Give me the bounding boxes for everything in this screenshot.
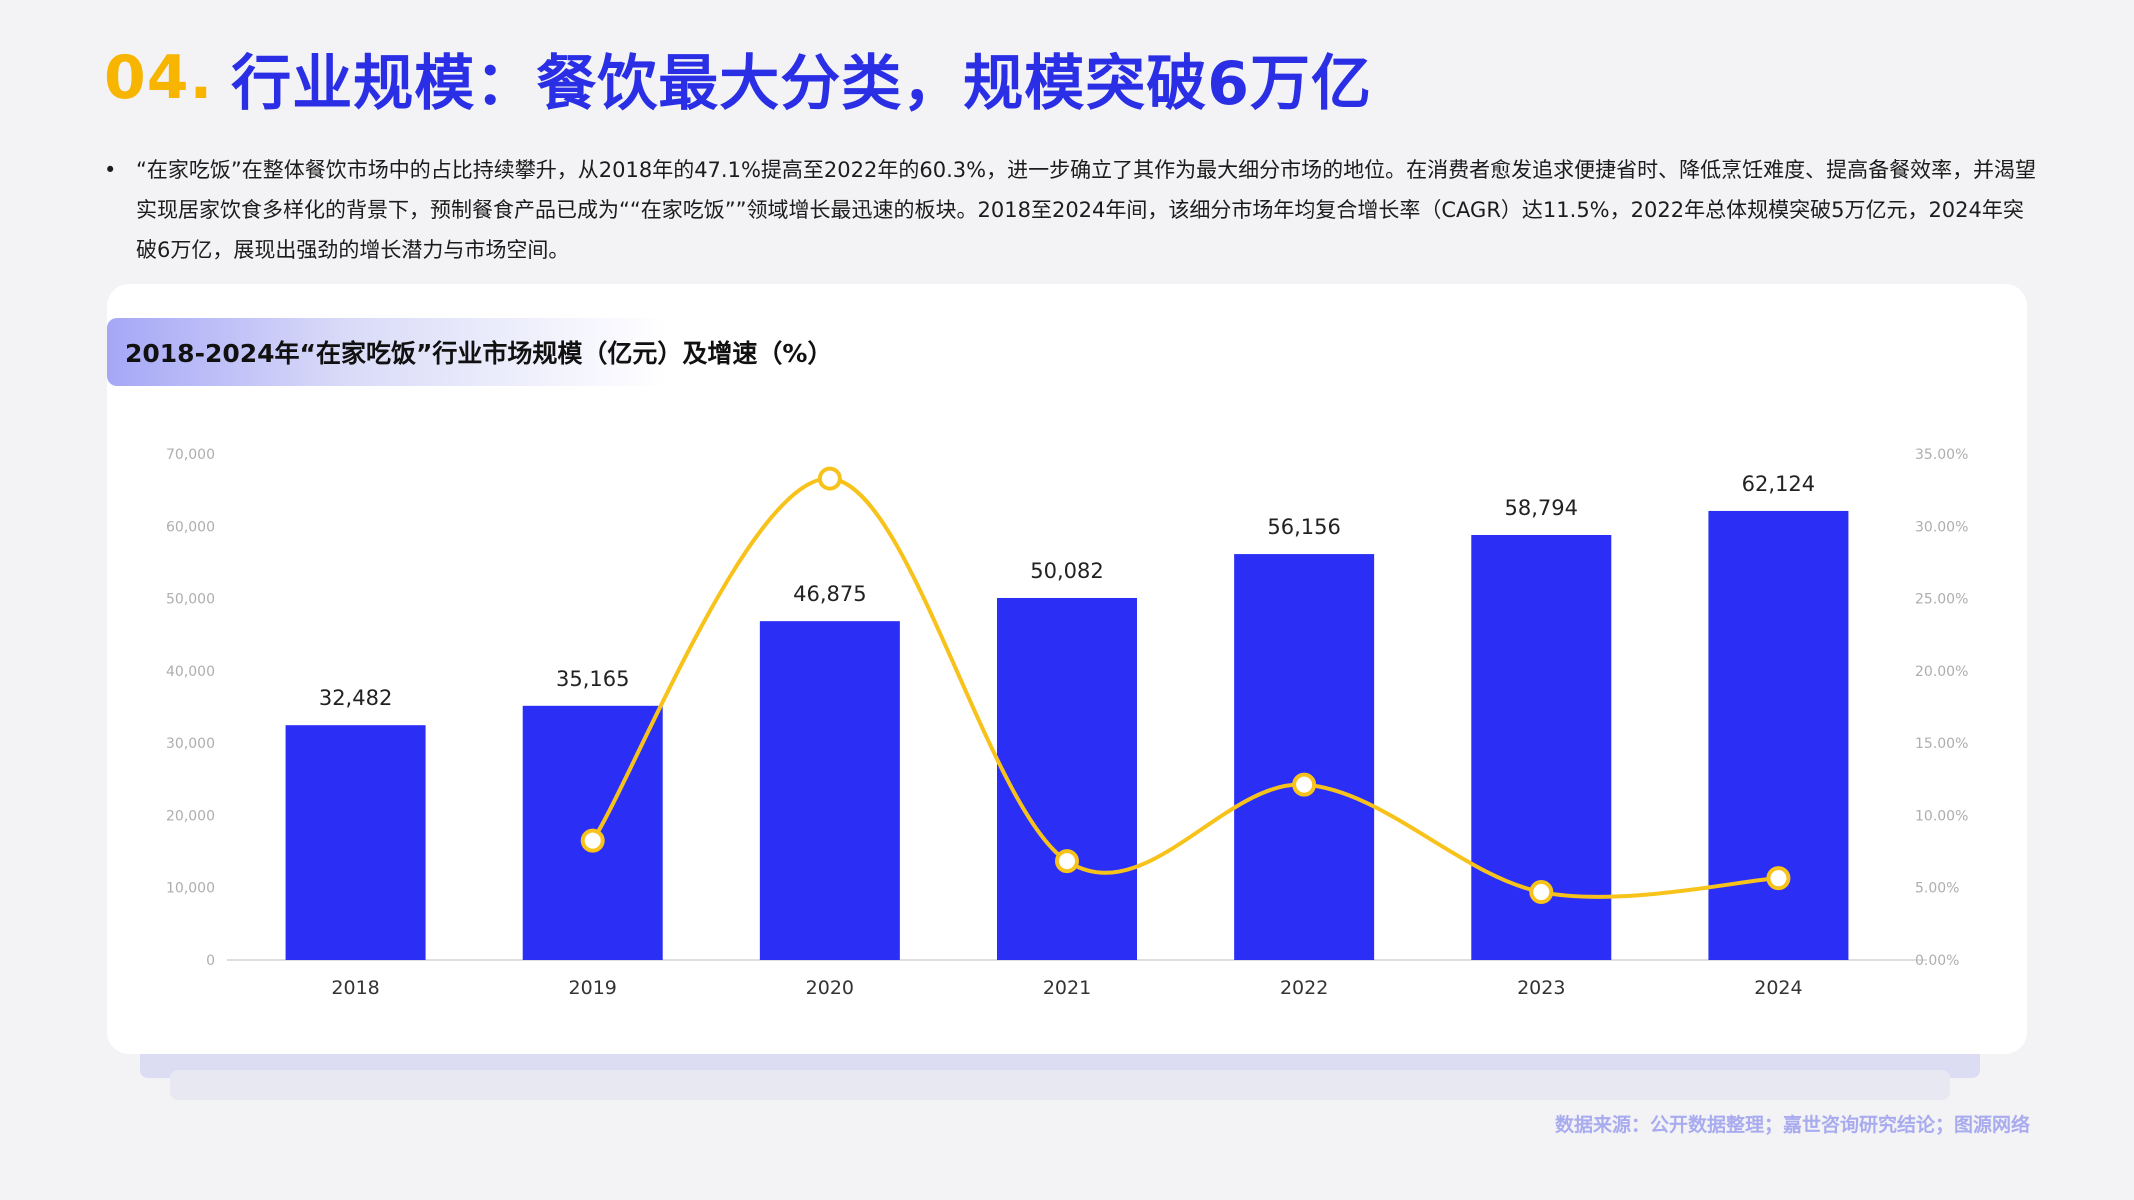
y-right-tick-label: 25.00%	[1915, 592, 1968, 608]
y-left-tick-label: 60,000	[166, 519, 215, 535]
summary-paragraph: • “在家吃饭”在整体餐饮市场中的占比持续攀升，从2018年的47.1%提高至2…	[104, 150, 2044, 270]
y-left-tick-label: 70,000	[166, 447, 215, 463]
bar-value-label: 35,165	[556, 667, 629, 691]
y-right-tick-label: 20.00%	[1915, 664, 1968, 680]
y-right-tick-label: 15.00%	[1915, 736, 1968, 752]
y-right-tick-label: 30.00%	[1915, 519, 1968, 535]
x-tick-label: 2024	[1754, 977, 1802, 999]
y-left-tick-label: 40,000	[166, 664, 215, 680]
y-left-tick-label: 20,000	[166, 808, 215, 824]
x-tick-label: 2022	[1280, 977, 1328, 999]
section-number: 04.	[104, 43, 214, 113]
bar-2018	[285, 725, 426, 960]
y-right-tick-label: 10.00%	[1915, 808, 1968, 824]
x-tick-label: 2023	[1517, 977, 1565, 999]
bar-2021	[997, 597, 1137, 960]
y-left-tick-label: 50,000	[166, 592, 215, 608]
source-note: 数据来源：公开数据整理；嘉世咨询研究结论；图源网络	[1554, 1114, 2030, 1136]
chart-card: 2018-2024年“在家吃饭”行业市场规模（亿元）及增速（%） 0 10,000…	[107, 284, 2027, 1054]
summary-text: “在家吃饭”在整体餐饮市场中的占比持续攀升，从2018年的47.1%提高至202…	[136, 158, 2037, 262]
bar-2022	[1234, 554, 1375, 960]
y-right-tick-label: 5.00%	[1915, 881, 1959, 897]
bar-value-label: 62,124	[1742, 472, 1815, 496]
growth-point-2021	[1055, 849, 1079, 874]
y-left-tick-label: 0	[206, 953, 215, 969]
page-title: 04. 行业规模：餐饮最大分类，规模突破6万亿	[104, 28, 1372, 128]
growth-point-2022	[1292, 772, 1317, 797]
growth-point-2023	[1529, 880, 1554, 905]
title-text: 行业规模：餐饮最大分类，规模突破6万亿	[231, 48, 1373, 119]
growth-point-2020	[817, 466, 842, 491]
bar-2024	[1708, 510, 1849, 960]
bar-value-label: 46,875	[793, 582, 866, 606]
y-left-tick-label: 30,000	[166, 736, 215, 752]
x-tick-label: 2020	[806, 977, 854, 999]
growth-point-2019	[580, 828, 605, 853]
y-right-tick-label: 35.00%	[1915, 447, 1968, 463]
bar-value-label: 32,482	[319, 686, 392, 710]
card-shadow-lower	[170, 1070, 1950, 1100]
x-tick-label: 2018	[331, 977, 379, 999]
y-right-tick-label: 0.00%	[1915, 953, 1959, 969]
x-tick-label: 2021	[1043, 977, 1091, 999]
bullet-icon: •	[104, 158, 117, 182]
bar-value-label: 58,794	[1505, 496, 1578, 520]
y-left-tick-label: 10,000	[166, 881, 215, 897]
market-size-chart: 0 10,000 20,000 30,000 40,000 50,000 60,000 70,…	[166, 447, 1968, 999]
bar-value-label: 50,082	[1030, 559, 1103, 583]
growth-point-2024	[1766, 866, 1791, 891]
x-tick-label: 2019	[569, 977, 617, 999]
bar-value-label: 56,156	[1267, 515, 1340, 539]
bar-2020	[759, 621, 900, 960]
